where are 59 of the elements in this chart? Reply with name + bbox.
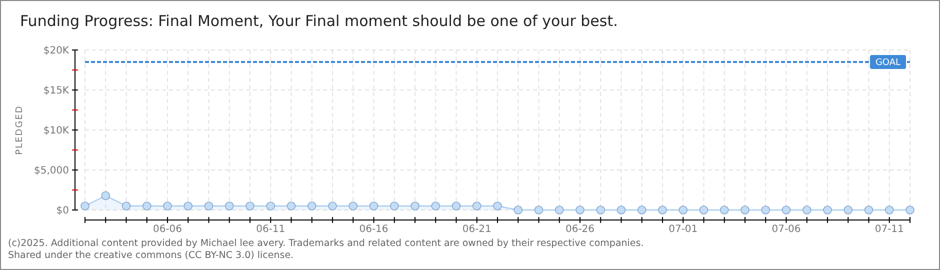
point — [761, 206, 770, 214]
y-tick-label: $10K — [43, 126, 70, 136]
point — [658, 206, 667, 214]
point — [534, 206, 544, 214]
x-tick-label: 07-06 — [772, 224, 801, 235]
y-tick-label: $20K — [43, 46, 70, 56]
point — [864, 206, 874, 214]
point — [740, 206, 750, 214]
point — [823, 206, 832, 214]
point — [554, 206, 564, 214]
point — [616, 206, 626, 214]
point — [699, 206, 708, 214]
point — [493, 202, 502, 210]
chart-title: Funding Progress: Final Moment, Your Final moment should be one of your best. — [20, 12, 618, 30]
point — [678, 206, 688, 214]
point — [307, 202, 316, 210]
y-tick-label: $5,000 — [34, 166, 69, 176]
point — [328, 202, 337, 210]
point — [286, 202, 296, 210]
x-tick-label: 06-21 — [462, 224, 492, 235]
point — [782, 206, 791, 214]
point — [431, 202, 440, 210]
y-tick-label: $0 — [56, 206, 69, 216]
point — [844, 206, 853, 214]
x-tick-label: 07-01 — [668, 224, 698, 235]
y-tick-label: $15K — [43, 86, 70, 96]
point — [184, 202, 193, 210]
x-tick-label: 06-06 — [152, 224, 182, 235]
x-tick-label: 06-16 — [359, 224, 388, 235]
point — [122, 202, 131, 210]
point — [720, 206, 729, 214]
point — [514, 206, 523, 214]
x-tick-label: 06-11 — [256, 224, 286, 235]
point — [224, 202, 234, 210]
point — [369, 202, 378, 210]
point — [802, 206, 812, 214]
ref-line-label: GOAL — [875, 58, 901, 68]
point — [410, 202, 420, 210]
point — [163, 202, 172, 210]
text: (c)2025. Additional content provided by Michael lee avery. Trademarks and related content are owned by their respective companies. — [8, 238, 644, 249]
text: Shared under the creative commons (CC BY-NC 3.0) license. — [8, 250, 294, 261]
point — [884, 206, 894, 214]
point — [472, 202, 482, 210]
point — [246, 202, 254, 210]
x-tick-label: 06-26 — [565, 224, 595, 235]
point — [576, 206, 584, 214]
point — [142, 202, 152, 210]
point — [266, 202, 276, 210]
point — [204, 202, 214, 210]
point — [101, 191, 110, 200]
x-tick-label: 07-11 — [874, 224, 904, 235]
point — [637, 206, 646, 214]
point — [596, 206, 606, 214]
point — [80, 202, 90, 210]
point — [348, 202, 358, 210]
point — [452, 202, 461, 210]
point — [906, 206, 914, 214]
y-axis-title: PLEDGED — [15, 105, 25, 155]
point — [390, 202, 399, 210]
